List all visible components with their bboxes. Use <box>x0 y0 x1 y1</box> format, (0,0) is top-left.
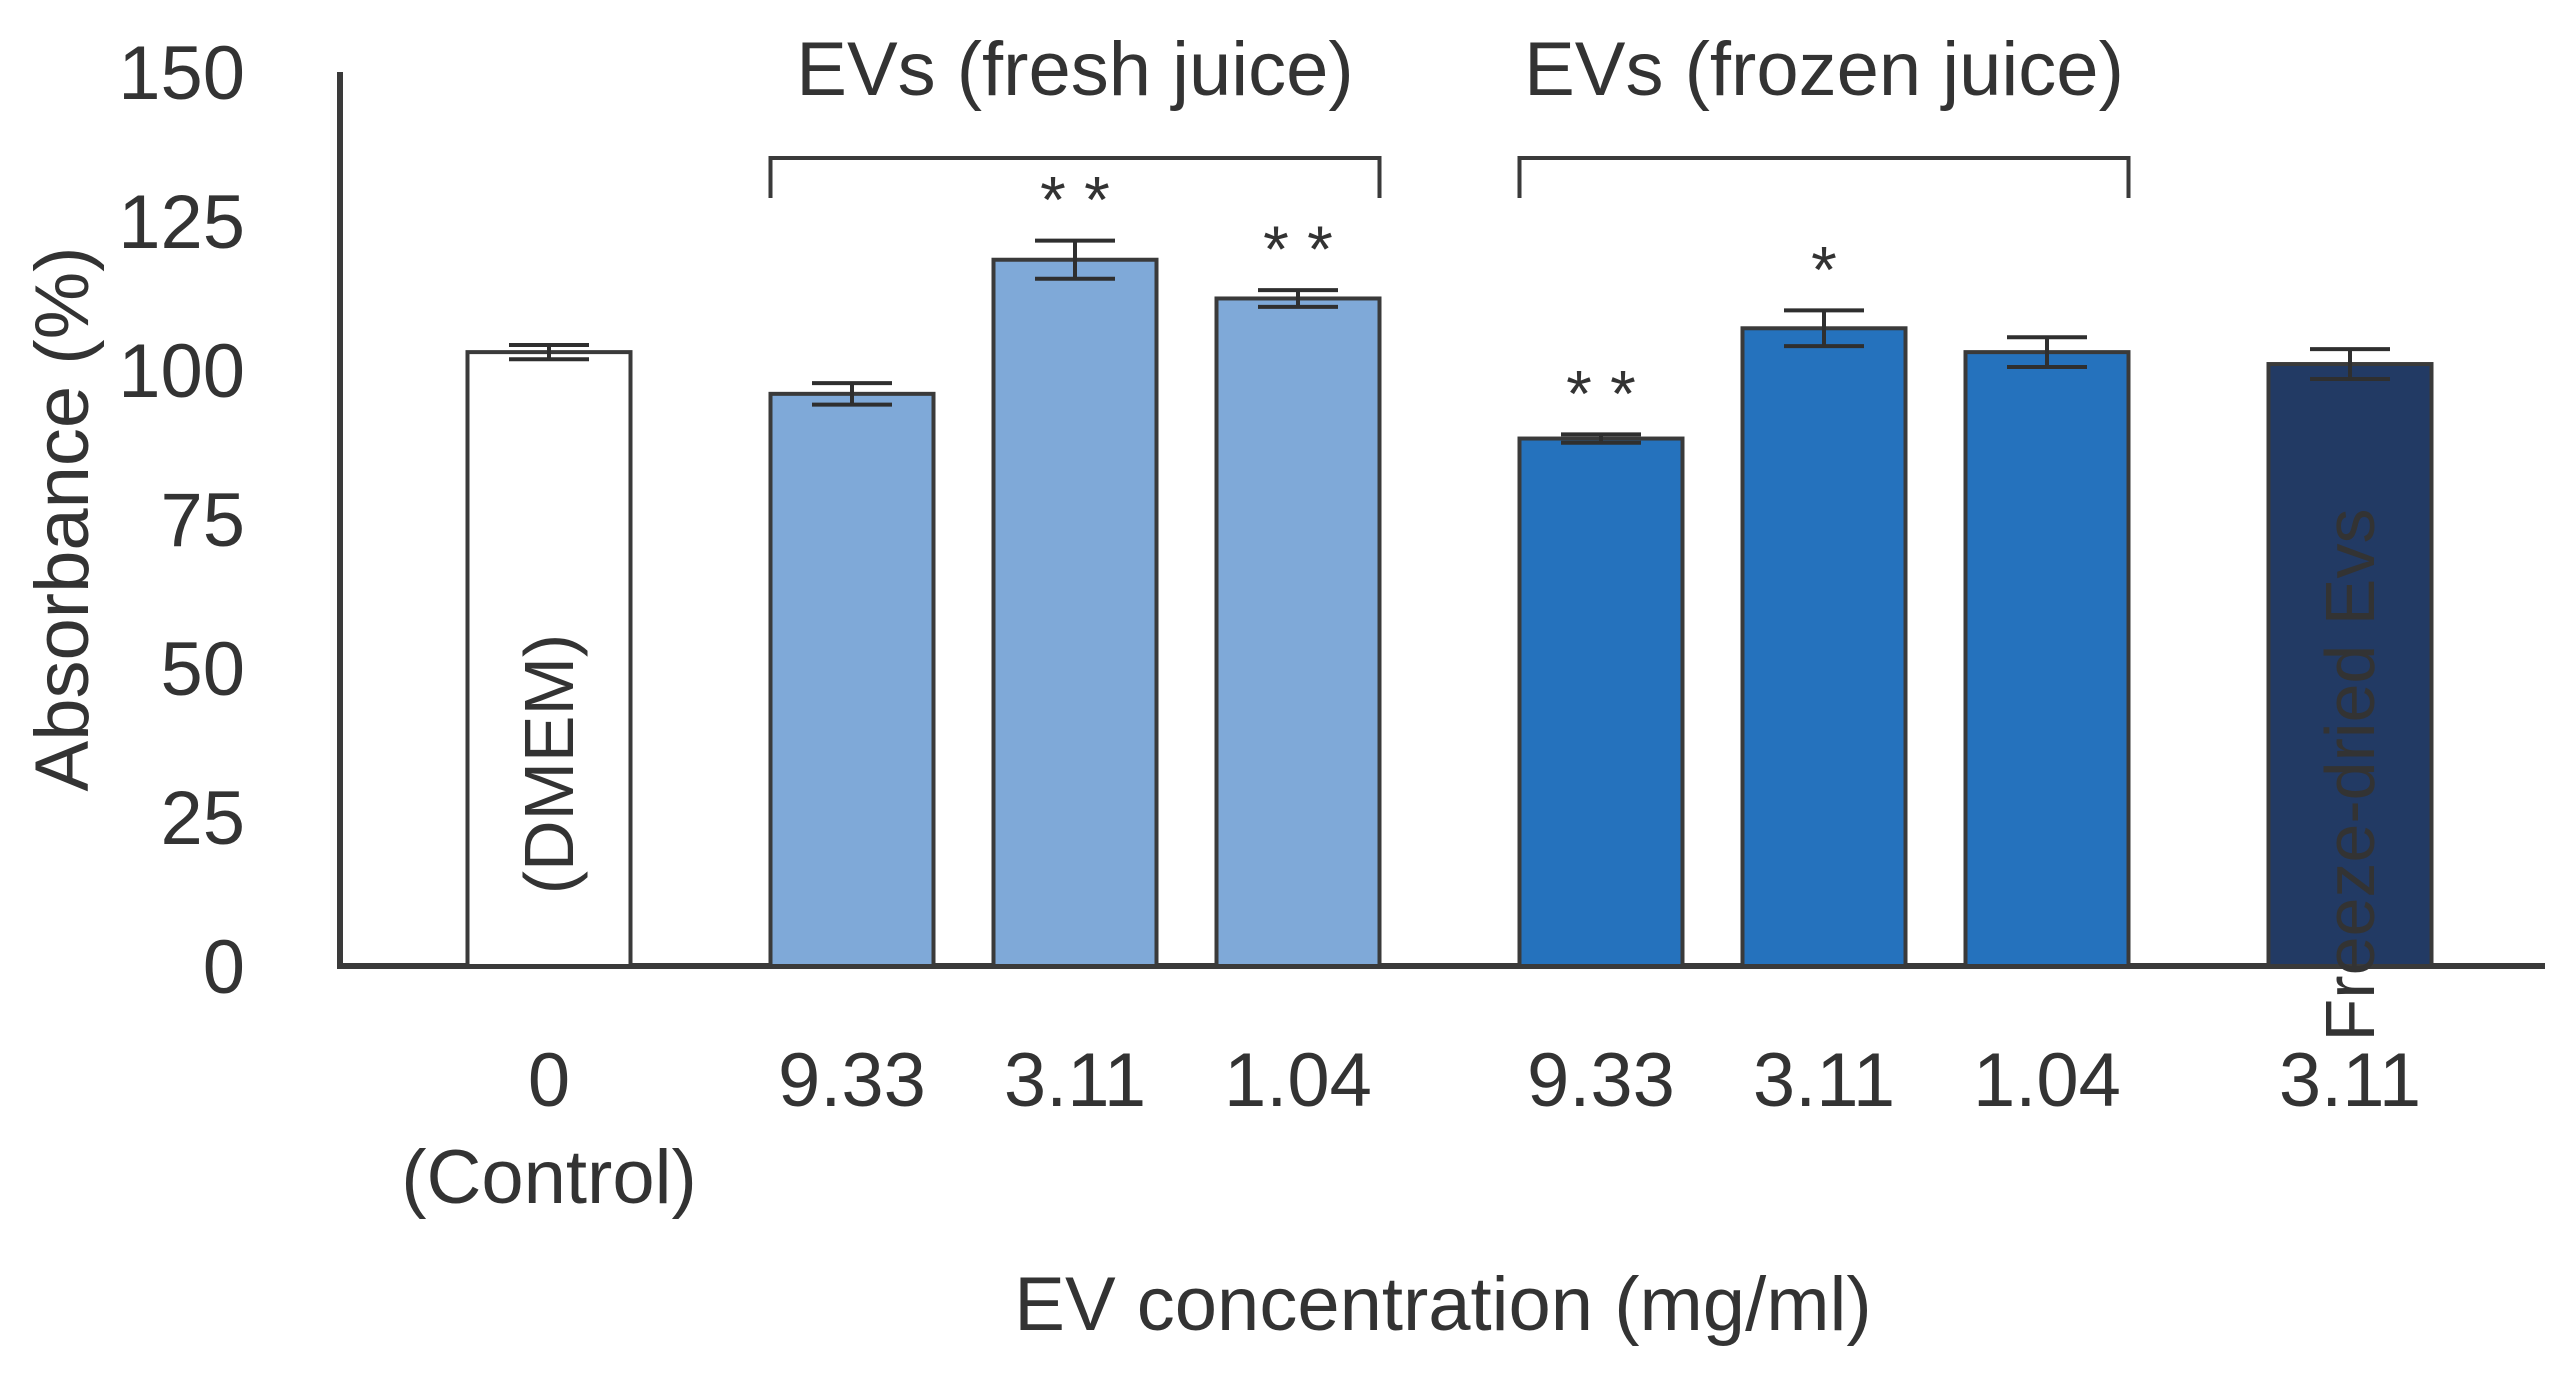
y-tick-label: 50 <box>160 627 245 712</box>
x-tick-label-control: 0 <box>528 1038 570 1123</box>
bar-frozen-3-11 <box>1740 326 1908 968</box>
group-bracket-1 <box>1517 156 2131 198</box>
bar-fresh-9-33 <box>768 391 936 968</box>
bar-fresh-3-11 <box>991 257 1159 968</box>
group-bracket-0 <box>768 156 1382 198</box>
significance-fresh-3-11: * * <box>1040 163 1110 237</box>
y-tick-label: 75 <box>160 478 245 563</box>
bar-inner-label-freeze-dried-3-11: Freeze-dried Evs <box>2311 509 2389 1042</box>
x-tick-label-fresh-9-33: 9.33 <box>778 1038 926 1123</box>
y-tick-label: 125 <box>118 180 245 265</box>
group-label-0: EVs (fresh juice) <box>796 27 1354 112</box>
bars <box>465 238 2434 969</box>
y-tick-label: 25 <box>160 776 245 861</box>
x-tick-label-freeze-dried-3-11: 3.11 <box>2279 1038 2421 1123</box>
bar-freeze-dried-3-11 <box>2266 362 2434 969</box>
x-tick-label-frozen-3-11: 3.11 <box>1753 1038 1895 1123</box>
significance-frozen-9-33: * * <box>1566 356 1636 430</box>
x-tick-label-fresh-1-04: 1.04 <box>1224 1038 1372 1123</box>
x-tick-label-fresh-3-11: 3.11 <box>1004 1038 1146 1123</box>
bar-control <box>465 350 633 968</box>
x-axis-title: EV concentration (mg/ml) <box>1014 1262 1871 1347</box>
bar-fresh-1-04 <box>1214 296 1382 969</box>
x-tick-label-frozen-1-04: 1.04 <box>1973 1038 2121 1123</box>
bar-frozen-9-33 <box>1517 436 1685 969</box>
bar-inner-label-control: (DMEM) <box>510 634 588 894</box>
y-tick-label: 150 <box>118 31 245 116</box>
y-tick-label: 100 <box>118 329 245 414</box>
axes: 0 25 50 75 100 125 150 Absorbance (%) <box>20 31 2545 1010</box>
group-label-1: EVs (frozen juice) <box>1524 27 2124 112</box>
labels: (DMEM) 0 (Control) 9.33 * * 3.11 * * 1.04 * * 9.3… <box>401 27 2421 1347</box>
y-axis-title: Absorbance (%) <box>20 247 105 792</box>
x-tick-label-frozen-9-33: 9.33 <box>1527 1038 1675 1123</box>
x-tick-sublabel-control: (Control) <box>401 1135 697 1220</box>
bar-frozen-1-04 <box>1963 350 2131 968</box>
significance-fresh-1-04: * * <box>1263 212 1333 286</box>
significance-frozen-3-11: * <box>1811 232 1837 306</box>
y-tick-label: 0 <box>203 925 245 1010</box>
